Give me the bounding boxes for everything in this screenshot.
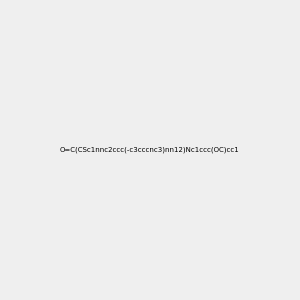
Text: O=C(CSc1nnc2ccc(-c3cccnc3)nn12)Nc1ccc(OC)cc1: O=C(CSc1nnc2ccc(-c3cccnc3)nn12)Nc1ccc(OC… (60, 147, 240, 153)
